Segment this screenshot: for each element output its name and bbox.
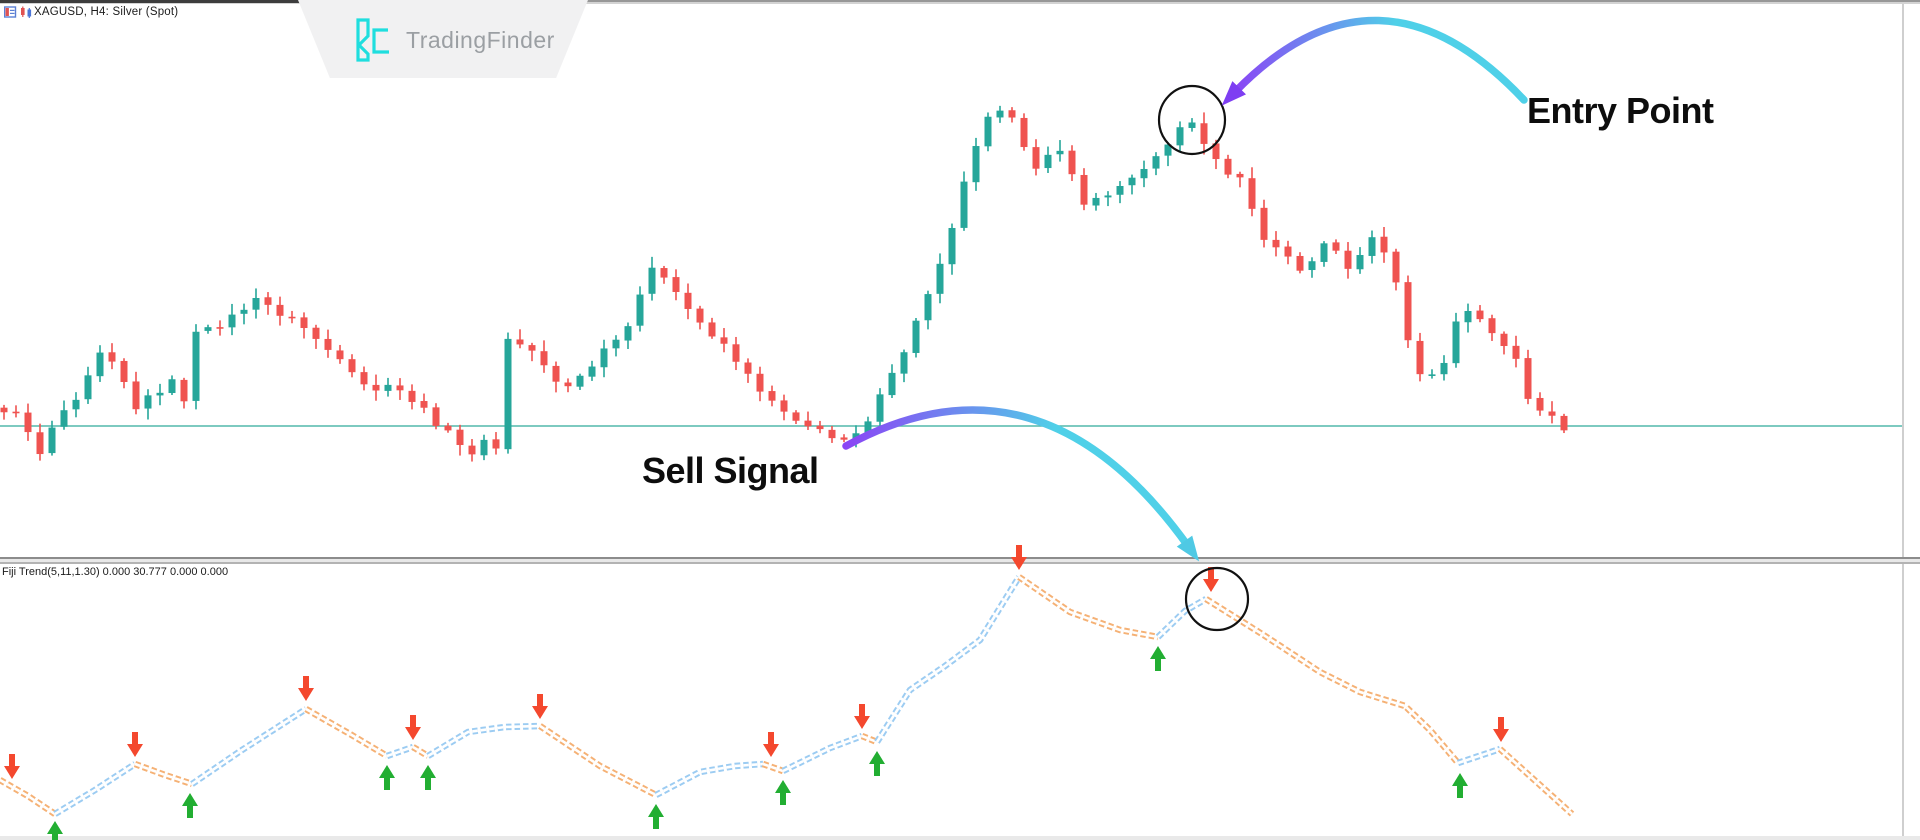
- sell-arrow-marker: [532, 694, 548, 719]
- annotation-layer: [842, 16, 1528, 632]
- candlestick-series: [0, 105, 1568, 462]
- sell-arrow: [842, 406, 1192, 550]
- trend-chain-line: [0, 574, 1575, 817]
- buy-arrow-marker: [182, 793, 198, 818]
- price-chart-panel: [0, 105, 1902, 462]
- indicator-label: Fiji Trend(5,11,1.30) 0.000 30.777 0.000…: [2, 566, 229, 578]
- sell-circle: [1184, 566, 1250, 632]
- entry-circle: [1157, 84, 1227, 156]
- panel-separator-shadow: [0, 562, 1920, 564]
- entry-arrow-head-icon: [1221, 81, 1246, 106]
- window-top-border: [0, 0, 1920, 2]
- sell-arrow-head-icon: [1176, 535, 1200, 562]
- logo-badge: TradingFinder: [298, 0, 588, 78]
- window-bottom-border: [0, 836, 1920, 840]
- tradingfinder-logo-text: TradingFinder: [406, 26, 555, 53]
- panel-separator-light: [0, 559, 1920, 562]
- buy-arrow-marker: [1452, 773, 1468, 798]
- tradingfinder-logo-icon: [356, 18, 389, 62]
- sell-arrow-marker: [298, 676, 314, 701]
- buy-arrow-marker: [1150, 646, 1166, 671]
- buy-arrow-marker: [420, 765, 436, 790]
- entry-point-label: Entry Point: [1527, 90, 1714, 131]
- candle-chart-icon: [21, 6, 32, 18]
- signal-arrows: [4, 545, 1509, 840]
- sell-arrow-marker: [405, 715, 421, 740]
- buy-arrow-marker: [775, 780, 791, 805]
- window-top-border-light: [0, 2, 1920, 4]
- sell-arrow-marker: [4, 754, 20, 779]
- quote-table-icon: [3, 6, 17, 18]
- sell-arrow-marker: [127, 732, 143, 757]
- chart-title: XAGUSD, H4: Silver (Spot): [34, 6, 179, 18]
- sell-arrow-marker: [763, 732, 779, 757]
- sell-signal-label: Sell Signal: [642, 450, 819, 491]
- buy-arrow-marker: [648, 804, 664, 829]
- panel-separator[interactable]: [0, 557, 1920, 559]
- sell-arrow-marker: [1011, 545, 1027, 570]
- buy-arrow-marker: [869, 751, 885, 776]
- sell-arrow-marker: [854, 704, 870, 729]
- sell-arrow-marker: [1493, 717, 1509, 742]
- buy-arrow-marker: [379, 765, 395, 790]
- buy-arrow-marker: [47, 821, 63, 840]
- entry-arrow: [1231, 16, 1528, 104]
- chart-title-icons: [3, 6, 34, 18]
- window-top-border-dark-segment: [0, 0, 312, 3]
- fiji-trend-indicator: [0, 545, 1575, 840]
- chart-right-border: [1902, 4, 1904, 837]
